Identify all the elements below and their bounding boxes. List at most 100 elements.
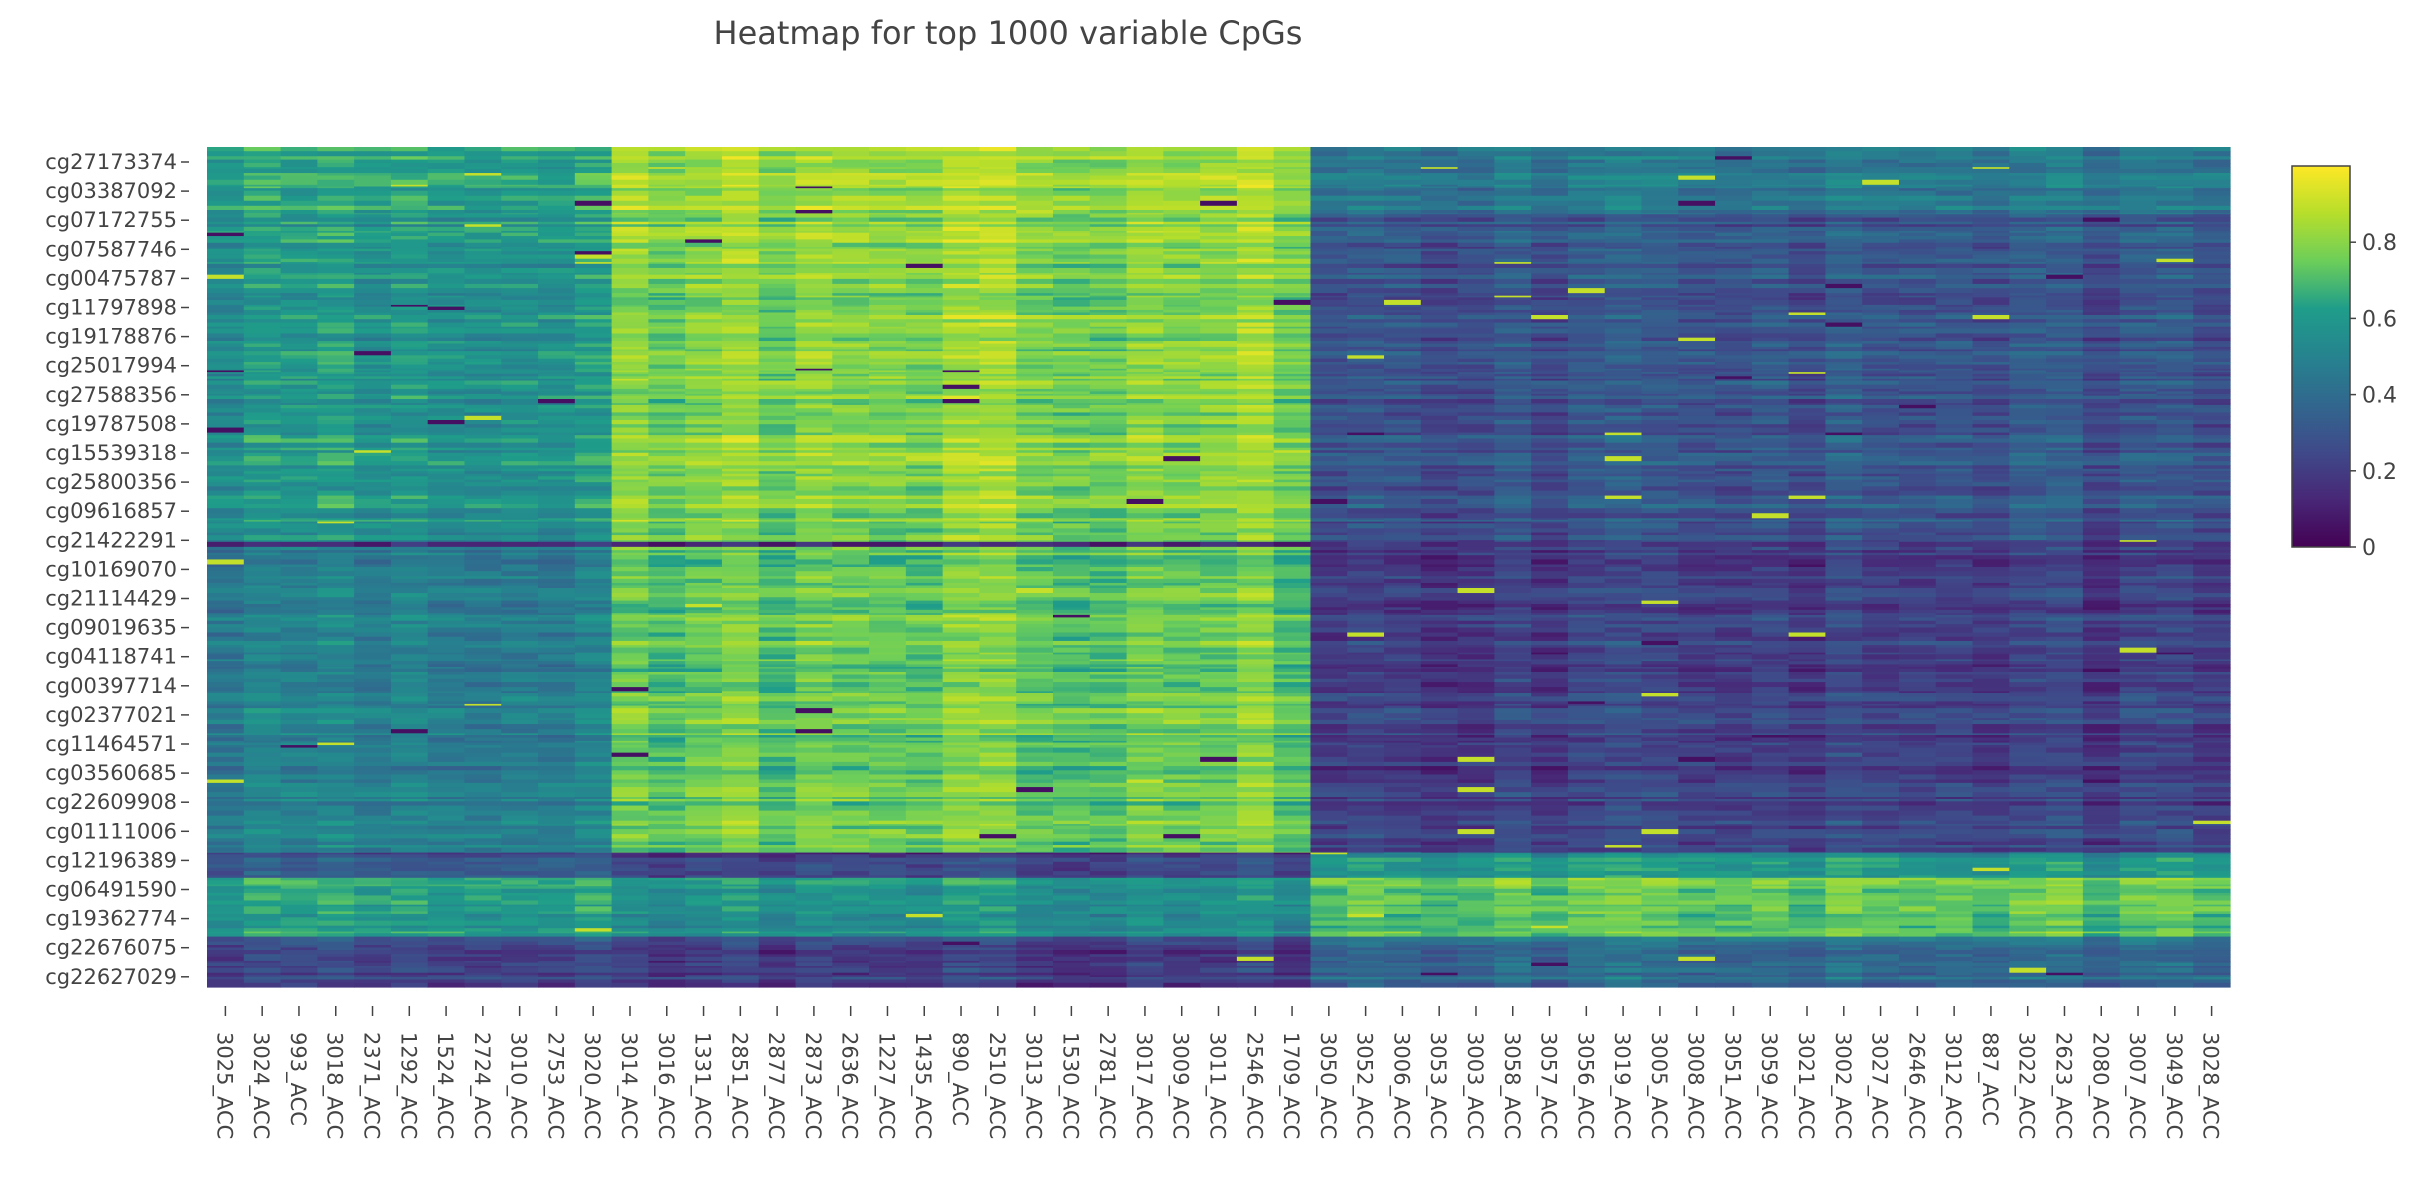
heatmap-cell: [427, 236, 466, 240]
heatmap-cell: [1384, 399, 1422, 404]
heatmap-cell: [758, 297, 797, 301]
heatmap-cell: [611, 263, 649, 269]
heatmap-cell: [1384, 214, 1422, 219]
heatmap-cell: [2156, 391, 2194, 395]
heatmap-cell: [2156, 274, 2194, 280]
heatmap-cell: [390, 147, 429, 152]
heatmap-cell: [1935, 156, 1974, 161]
heatmap-cell: [1604, 393, 1643, 397]
heatmap-cell: [1089, 435, 1128, 440]
heatmap-cell: [721, 159, 760, 164]
heatmap-cell: [1788, 190, 1826, 197]
heatmap-cell: [1420, 355, 1459, 360]
heatmap-cell: [942, 213, 981, 215]
heatmap-cell: [207, 412, 245, 417]
heatmap-cell: [1163, 168, 1201, 174]
heatmap-cell: [795, 424, 833, 429]
heatmap-cell: [2082, 200, 2121, 207]
heatmap-cell: [1788, 221, 1826, 225]
heatmap-cell: [979, 295, 1017, 298]
heatmap-cell: [869, 226, 907, 232]
heatmap-cell: [1678, 274, 1716, 280]
heatmap-cell: [1126, 159, 1164, 164]
heatmap-cell: [1825, 412, 1863, 417]
heatmap-cell: [1862, 370, 1900, 373]
heatmap-cell: [1273, 442, 1312, 449]
heatmap-cell: [1236, 195, 1275, 202]
heatmap-cell: [1273, 239, 1312, 244]
heatmap-cell: [1567, 322, 1606, 328]
heatmap-cell: [1751, 273, 1790, 276]
heatmap-cell: [905, 395, 944, 400]
heatmap-cell: [1384, 368, 1422, 372]
heatmap-cell: [538, 304, 576, 308]
heatmap-cell: [1200, 231, 1238, 234]
heatmap-cell: [832, 188, 870, 192]
heatmap-cell: [1972, 293, 2010, 297]
heatmap-cell: [2193, 355, 2231, 360]
heatmap-cell: [1641, 351, 1679, 356]
heatmap-cell: [1052, 408, 1091, 414]
heatmap-cell: [538, 246, 576, 250]
heatmap-cell: [1420, 147, 1459, 152]
heatmap-cell: [1052, 179, 1091, 186]
heatmap-cell: [2156, 364, 2194, 370]
heatmap-cell: [2009, 217, 2047, 223]
heatmap-cell: [979, 333, 1017, 339]
heatmap-cell: [1641, 343, 1679, 348]
heatmap-cell: [1972, 328, 2010, 335]
heatmap-cell: [648, 337, 686, 342]
heatmap-cell: [2156, 221, 2194, 225]
heatmap-cell: [1457, 288, 1495, 294]
heatmap-cell: [1935, 224, 1974, 228]
heatmap-cell: [1751, 262, 1790, 265]
heatmap-cell: [501, 221, 539, 225]
heatmap-cell: [721, 435, 760, 440]
heatmap-cell: [1641, 333, 1679, 339]
heatmap-cell: [1678, 175, 1716, 181]
heatmap-cell: [354, 432, 392, 436]
heatmap-cell: [280, 231, 318, 234]
heatmap-cell: [1678, 263, 1716, 269]
heatmap-cell: [1972, 424, 2010, 429]
heatmap-cell: [2082, 322, 2121, 328]
heatmap-cell: [905, 372, 944, 375]
heatmap-cell: [2119, 162, 2158, 168]
heatmap-cell: [1494, 288, 1532, 294]
heatmap-cell: [1678, 364, 1716, 370]
heatmap-cell: [2119, 173, 2158, 177]
heatmap-cell: [1420, 427, 1459, 434]
heatmap-cell: [2082, 184, 2121, 188]
heatmap-cell: [832, 273, 870, 276]
heatmap-cell: [1052, 333, 1091, 339]
heatmap-cell: [1273, 246, 1312, 250]
heatmap-cell: [869, 283, 907, 289]
heatmap-cell: [869, 188, 907, 192]
heatmap-cell: [942, 159, 981, 164]
heatmap-cell: [1531, 239, 1569, 244]
heatmap-cell: [1126, 326, 1164, 330]
heatmap-cell: [1200, 438, 1238, 444]
heatmap-cell: [1862, 195, 1900, 202]
heatmap-cell: [979, 403, 1017, 406]
heatmap-cell: [427, 376, 466, 380]
heatmap-cell: [1457, 435, 1495, 440]
heatmap-cell: [1898, 242, 1937, 248]
heatmap-cell: [1567, 173, 1606, 177]
heatmap-cell: [1273, 408, 1312, 414]
heatmap-cell: [1715, 186, 1753, 189]
heatmap-cell: [501, 297, 539, 301]
heatmap-cell: [2156, 346, 2194, 351]
heatmap-cell: [611, 372, 649, 375]
heatmap-cell: [1126, 380, 1164, 386]
heatmap-cell: [1641, 200, 1679, 207]
heatmap-cell: [648, 372, 686, 375]
heatmap-cell: [1531, 293, 1569, 297]
heatmap-cell: [1126, 403, 1164, 406]
heatmap-cell: [2046, 349, 2084, 352]
heatmap-cell: [280, 246, 318, 250]
heatmap-cell: [869, 173, 907, 177]
heatmap-cell: [1347, 333, 1385, 339]
heatmap-cell: [1715, 333, 1753, 339]
heatmap-cell: [1494, 254, 1532, 260]
